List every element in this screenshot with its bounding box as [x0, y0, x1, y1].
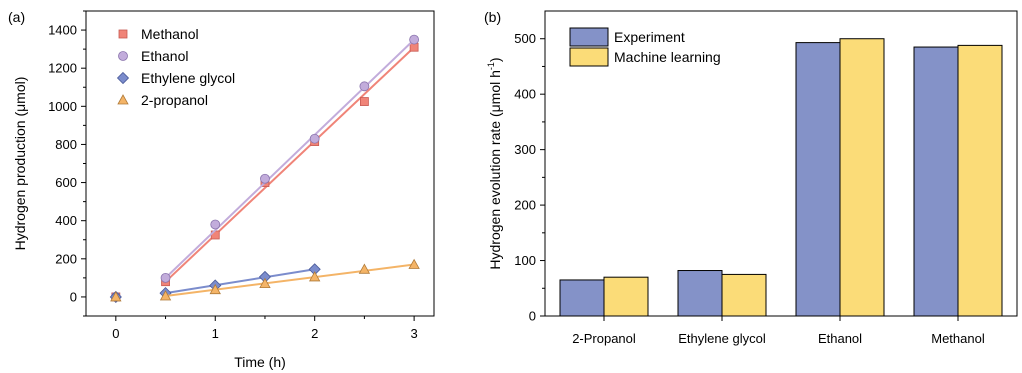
data-point — [359, 97, 369, 106]
legend-label: Machine learning — [614, 49, 721, 65]
category-label: Methanol — [931, 331, 985, 346]
bar-experiment — [913, 46, 959, 317]
data-point — [309, 133, 320, 144]
data-point — [358, 263, 371, 274]
data-point — [309, 271, 321, 282]
y-tick-label: 500 — [514, 31, 536, 46]
y-tick-label: 400 — [55, 213, 77, 228]
plot-frame — [85, 10, 435, 317]
y-tick-label: 100 — [514, 253, 536, 268]
y-tick-label: 1000 — [48, 99, 77, 114]
bar-experiment — [559, 279, 605, 317]
x-tick-label: 2 — [311, 326, 318, 341]
y-axis-label: Hydrogen evolution rate (μmol h-1) — [486, 57, 503, 269]
legend-label: Experiment — [614, 29, 685, 45]
y-axis-label-main: Hydrogen evolution rate (μmol h — [487, 70, 503, 270]
legend-label: Ethanol — [141, 48, 188, 64]
legend-label: 2-propanol — [141, 92, 208, 108]
bar-machine-learning — [957, 44, 1003, 317]
x-axis-label: Time (h) — [234, 354, 286, 370]
data-point — [359, 81, 370, 92]
bar-machine-learning — [603, 276, 649, 317]
category-label: 2-Propanol — [572, 331, 636, 346]
data-point — [409, 34, 420, 45]
y-tick-label: 800 — [55, 137, 77, 152]
chart-panel-a: (a) 0 200 400 600 800 1000 1200 1400 0 1 2 3 Time (h)… — [8, 9, 435, 370]
legend-marker — [118, 29, 128, 39]
fit-line — [164, 46, 415, 283]
fit-line — [165, 263, 415, 297]
data-point — [110, 291, 122, 302]
y-tick-label: 200 — [55, 251, 77, 266]
y-axis-label-close: ) — [487, 57, 503, 62]
legend-marker — [117, 94, 129, 105]
bar-machine-learning — [839, 38, 885, 317]
bar-machine-learning — [721, 273, 767, 317]
data-point — [159, 290, 172, 301]
x-tick-label: 3 — [410, 326, 417, 341]
legend-label: Methanol — [141, 26, 199, 42]
data-point — [210, 219, 221, 230]
y-tick-label: 0 — [529, 309, 536, 324]
series-ethylene-glycol — [109, 263, 321, 304]
chart-panel-b: (b) 0 100 200 300 400 500 2-Propanol Ethylene gl… — [484, 9, 1018, 346]
category-label: Ethylene glycol — [678, 331, 766, 346]
y-tick-label: 1400 — [48, 23, 77, 38]
fit-line — [165, 268, 315, 295]
y-tick-label: 300 — [514, 142, 536, 157]
legend-label: Ethylene glycol — [141, 70, 235, 86]
y-tick-label: 600 — [55, 175, 77, 190]
bar-experiment — [795, 42, 841, 317]
legend: Experiment Machine learning — [569, 27, 721, 67]
y-tick-label: 200 — [514, 198, 536, 213]
legend-swatch — [569, 47, 609, 67]
panel-label-b: (b) — [484, 9, 501, 25]
data-point — [209, 283, 221, 295]
category-label: Ethanol — [818, 331, 862, 346]
y-tick-label: 400 — [514, 87, 536, 102]
legend: Methanol Ethanol Ethylene glycol 2-propanol — [116, 26, 235, 108]
legend-marker — [116, 71, 130, 85]
y-axis-label-superscript: -1 — [486, 62, 496, 70]
legend-swatch — [569, 27, 609, 47]
data-point — [259, 277, 271, 288]
bar-experiment — [677, 270, 723, 317]
data-point — [160, 272, 171, 283]
fit-line — [164, 38, 415, 279]
y-tick-label: 1200 — [48, 61, 77, 76]
panel-label-a: (a) — [8, 9, 25, 25]
y-tick-label: 0 — [70, 289, 77, 304]
data-point — [260, 173, 270, 184]
series-2-propanol — [110, 258, 420, 302]
y-axis-label: Hydrogen production (μmol) — [12, 77, 28, 251]
legend-marker — [118, 51, 128, 61]
x-tick-label: 0 — [112, 326, 119, 341]
x-tick-label: 1 — [212, 326, 219, 341]
plot-frame — [544, 10, 1018, 317]
data-point — [408, 258, 420, 269]
